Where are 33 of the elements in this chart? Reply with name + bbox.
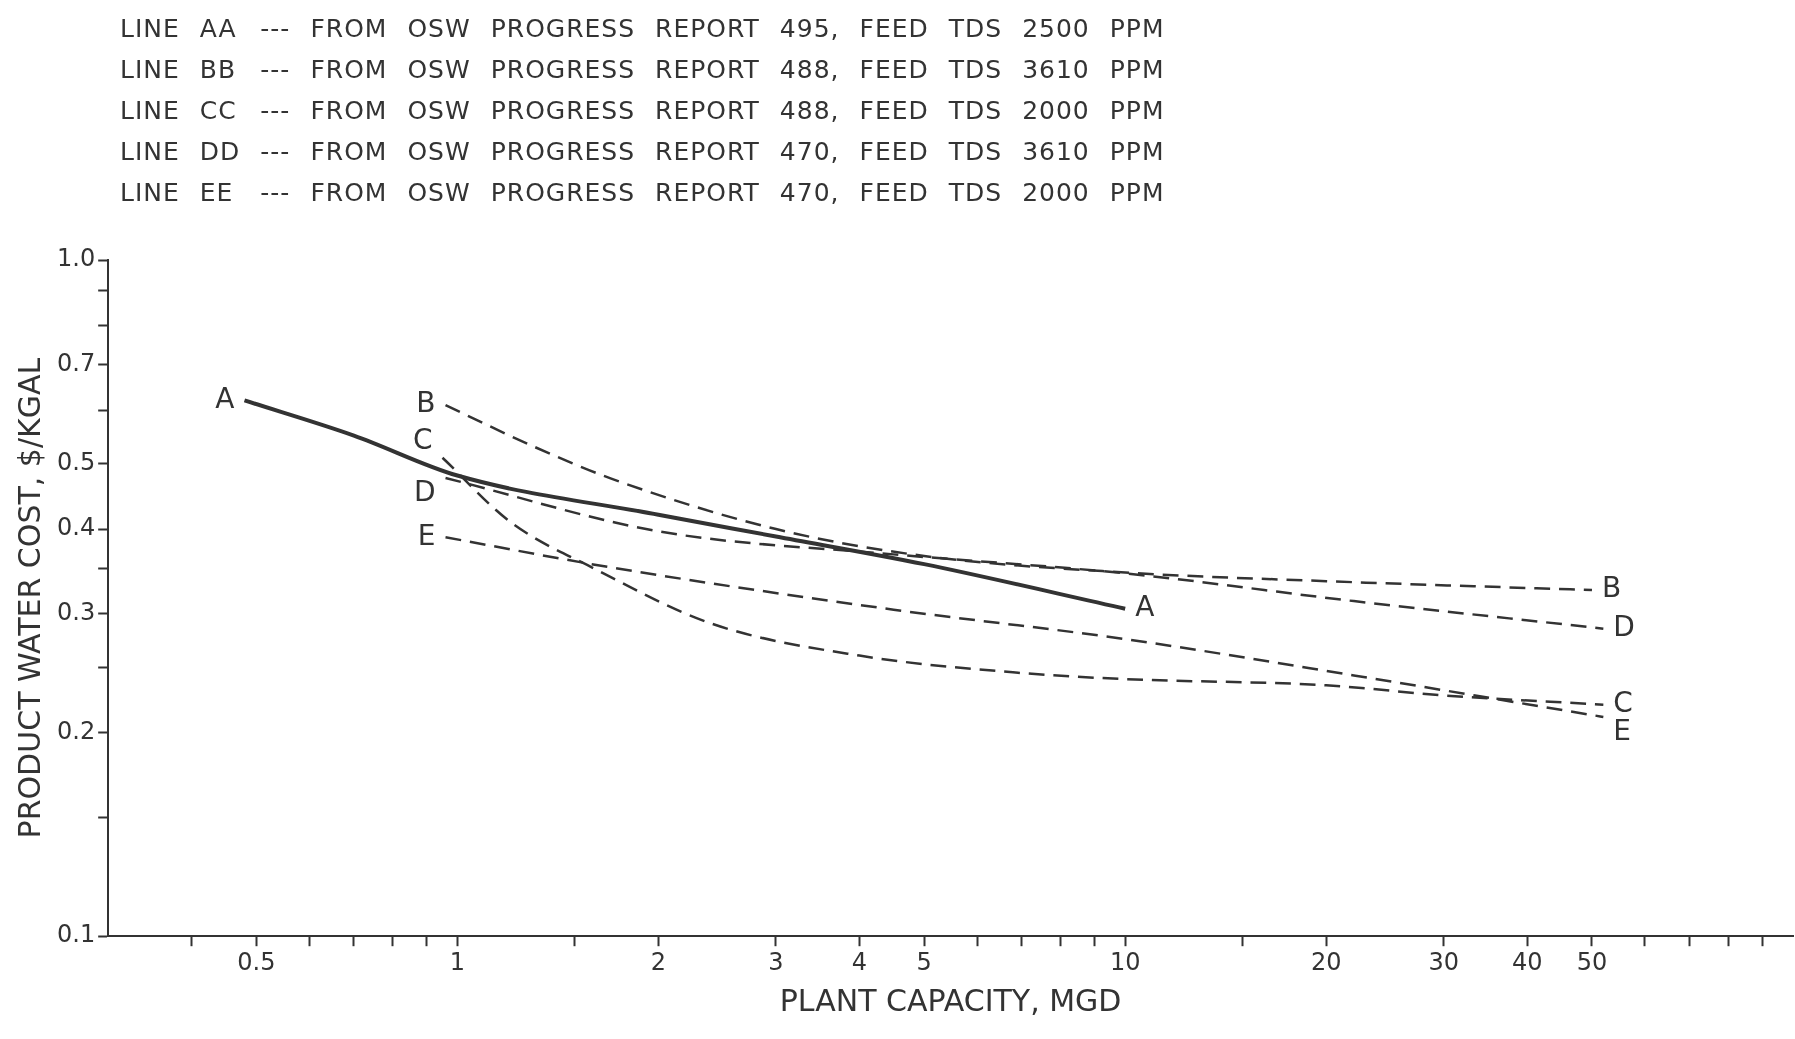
x-axis-title: PLANT CAPACITY, MGD [779, 982, 1122, 1018]
x-tick-label: 2 [650, 947, 667, 976]
y-tick-label: 0.5 [57, 447, 96, 476]
x-tick-label: 3 [768, 947, 784, 976]
series-label: D [1613, 609, 1635, 643]
x-tick-label: 4 [851, 947, 868, 976]
text: A [1135, 590, 1155, 623]
text: LINE AA --- FROM OSW PROGRESS REPORT 495, FEED TDS 2500 PPM [120, 14, 1165, 43]
y-tick-label: 0.1 [57, 920, 96, 949]
text: LINE EE --- FROM OSW PROGRESS REPORT 470, FEED TDS 2000 PPM [120, 178, 1165, 207]
x-tick-label: 30 [1428, 947, 1460, 976]
series-label: C [412, 423, 433, 457]
x-tick-label: 20 [1310, 947, 1342, 976]
y-tick-label: 0.4 [57, 513, 96, 542]
series-label: A [215, 381, 235, 415]
x-tick-label: 40 [1511, 947, 1543, 976]
series-label: E [417, 518, 436, 552]
text: LINE CC --- FROM OSW PROGRESS REPORT 488, FEED TDS 2000 PPM [120, 96, 1165, 125]
y-tick-label: 0.7 [57, 348, 96, 377]
text: LINE BB --- FROM OSW PROGRESS REPORT 488, FEED TDS 3610 PPM [120, 55, 1165, 84]
y-tick-label: 0.2 [57, 716, 96, 745]
text: D [413, 475, 436, 509]
y-tick-label: 1.0 [57, 244, 96, 273]
x-tick-label: 10 [1109, 947, 1141, 976]
x-tick-label: 50 [1576, 947, 1608, 976]
x-tick-label: 0.5 [237, 947, 276, 976]
y-tick-label: 0.3 [57, 597, 96, 626]
text: LINE DD --- FROM OSW PROGRESS REPORT 470, FEED TDS 3610 PPM [120, 137, 1165, 166]
x-tick-label: 1 [449, 947, 465, 976]
y-axis-title: PRODUCT WATER COST, $/KGAL [11, 357, 47, 839]
x-tick-label: 5 [916, 947, 932, 976]
text: B [1601, 571, 1622, 605]
series-label: B [416, 386, 436, 420]
